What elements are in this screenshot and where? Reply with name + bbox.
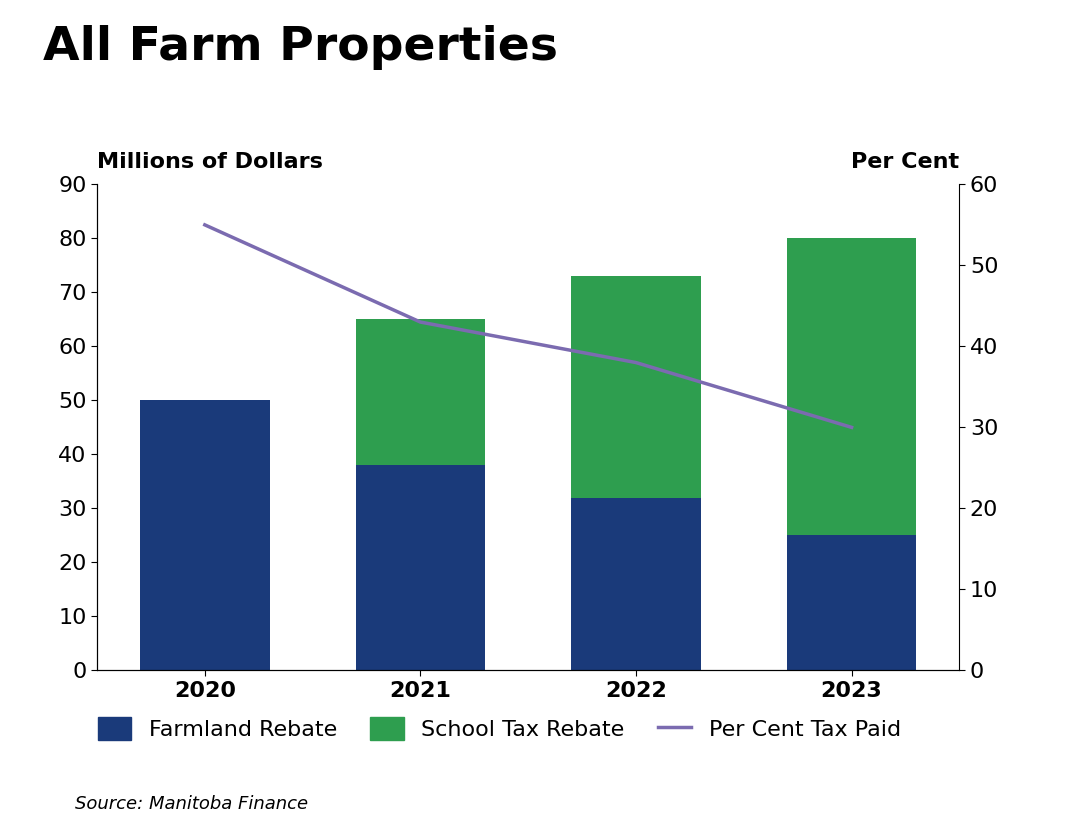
Text: Source: Manitoba Finance: Source: Manitoba Finance <box>75 795 308 813</box>
Text: Millions of Dollars: Millions of Dollars <box>97 152 323 172</box>
Bar <box>571 498 701 670</box>
Text: All Farm Properties: All Farm Properties <box>43 25 558 70</box>
Bar <box>356 319 485 465</box>
Legend: Farmland Rebate, School Tax Rebate, Per Cent Tax Paid: Farmland Rebate, School Tax Rebate, Per … <box>86 706 912 752</box>
Bar <box>571 277 701 498</box>
Text: Per Cent: Per Cent <box>852 152 959 172</box>
Bar <box>787 535 916 670</box>
Bar <box>356 465 485 670</box>
Bar <box>140 401 270 670</box>
Bar <box>787 238 916 535</box>
